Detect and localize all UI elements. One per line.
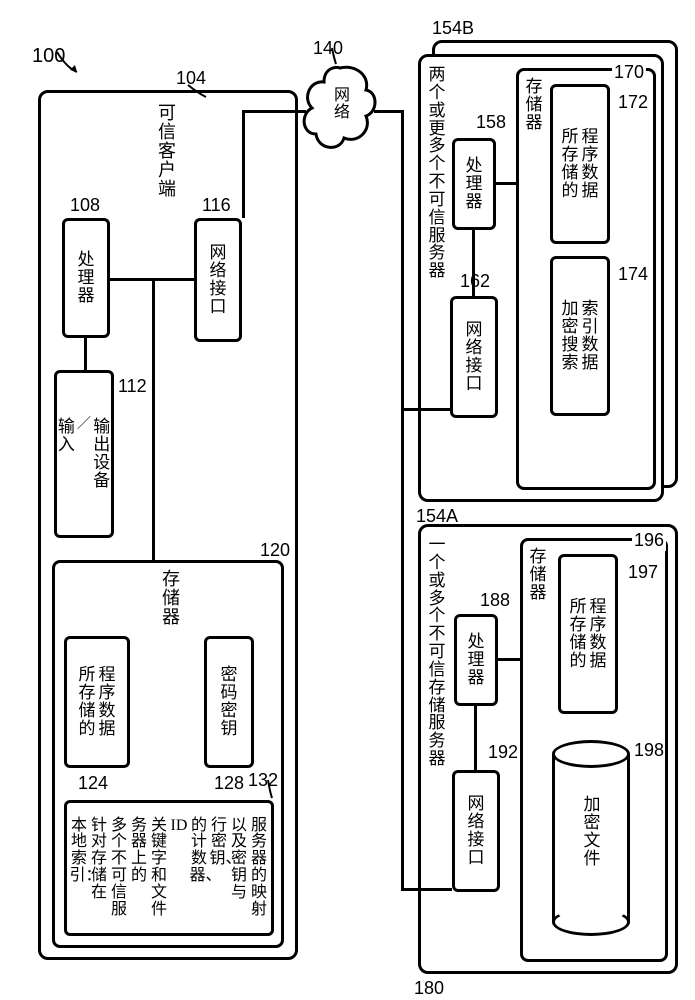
line-cloud-client-h — [242, 110, 306, 113]
serverA-processor-box: 处理器 — [452, 138, 496, 230]
line-sa-netif-cloud — [401, 408, 450, 411]
serverB-storage-title: 存储器 — [528, 548, 548, 602]
client-processor-num: 108 — [70, 195, 100, 216]
client-io-label-col2: 输出设备 — [92, 418, 111, 489]
line-sb-proc-storage — [498, 658, 520, 661]
serverA-encindex-c1: 加密搜索 — [560, 300, 580, 371]
serverA-netif-label: 网络接口 — [464, 321, 484, 392]
index-leader-icon — [258, 778, 278, 802]
client-key-num: 128 — [214, 773, 244, 794]
line-cloud-servers-h — [374, 110, 404, 113]
serverA-storage-num: 170 — [612, 62, 646, 83]
client-io-box: 输入 ／ 输出设备 — [54, 370, 114, 538]
serverA-storage-title: 存储器 — [524, 78, 544, 132]
serverB-netif-label: 网络接口 — [466, 795, 486, 866]
serverA-netif-num: 162 — [460, 271, 490, 292]
serverB-encfile-num: 198 — [634, 740, 664, 761]
serverB-progdata-c2: 程序数据 — [588, 598, 608, 669]
serverB-processor-num: 188 — [480, 590, 510, 611]
line-cloud-client-v — [242, 110, 245, 218]
client-progdata-col1: 所存储的 — [77, 666, 97, 737]
serverA-encindex-box: 加密搜索 索引数据 — [550, 256, 610, 416]
serverA-encindex-num: 174 — [618, 264, 648, 285]
serverB-encfile-label: 加密文件 — [582, 796, 602, 867]
line-proc-io — [84, 338, 87, 370]
serverB-progdata-c1: 所存储的 — [568, 598, 588, 669]
serverA-progdata-num: 172 — [618, 92, 648, 113]
serverB-encfile-top — [552, 740, 630, 768]
client-key-label: 密码密钥 — [219, 666, 239, 737]
client-processor-label: 处理器 — [76, 251, 96, 305]
serverB-netif-box: 网络接口 — [452, 770, 500, 892]
serverA-encindex-c2: 索引数据 — [580, 300, 600, 371]
client-io-slash: ／ — [76, 418, 93, 489]
serverB-progdata-box: 所存储的 程序数据 — [558, 554, 618, 714]
client-netif-num: 116 — [202, 195, 231, 216]
diagram-canvas: 100 104 可信客户端 处理器 108 输入 ／ 输出设备 112 网络接口… — [0, 0, 695, 1000]
client-io-num: 112 — [118, 376, 147, 397]
line-sa-proc-storage — [496, 182, 516, 185]
serverB-processor-label: 处理器 — [466, 633, 486, 687]
serverA-progdata-box: 所存储的 程序数据 — [550, 84, 610, 244]
network-label: 网络 — [332, 88, 352, 122]
line-cloud-servers-v — [401, 110, 404, 890]
client-key-box: 密码密钥 — [204, 636, 254, 768]
client-processor-box: 处理器 — [62, 218, 110, 338]
serverB-title: 一个或多个不可信存储服务器 — [426, 536, 448, 768]
serverB-num: 180 — [414, 978, 444, 999]
line-sb-netif-cloud — [401, 888, 452, 891]
serverA-progdata-c1: 所存储的 — [560, 128, 580, 199]
serverB-encfile-bot — [552, 908, 630, 936]
client-storage-num: 120 — [260, 540, 290, 561]
client-progdata-col2: 程序数据 — [97, 666, 117, 737]
figure-pointer-icon — [55, 50, 85, 80]
serverA-title: 两个或更多个不可信服务器 — [426, 66, 448, 280]
serverA-processor-num: 158 — [476, 112, 506, 133]
client-index-text: 本地索引： 针对存储在 多个不可信服 务器上的 关键字和文件 ID 的计数器、 … — [70, 818, 269, 919]
line-proc-storage — [152, 278, 155, 560]
serverB-processor-box: 处理器 — [454, 614, 498, 706]
serverA-progdata-c2: 程序数据 — [580, 128, 600, 199]
client-storage-title: 存储器 — [160, 570, 182, 627]
client-netif-box: 网络接口 — [194, 218, 242, 342]
serverA-netif-box: 网络接口 — [450, 296, 498, 418]
client-index-box: 本地索引： 针对存储在 多个不可信服 务器上的 关键字和文件 ID 的计数器、 … — [64, 800, 274, 936]
client-progdata-num: 124 — [78, 773, 108, 794]
client-progdata-box: 所存储的 程序数据 — [64, 636, 130, 768]
client-leader-icon — [186, 75, 216, 100]
network-leader-icon — [322, 46, 342, 66]
client-netif-label: 网络接口 — [208, 244, 228, 315]
serverB-netif-num: 192 — [488, 742, 518, 763]
serverA-processor-label: 处理器 — [464, 157, 484, 211]
line-sa-proc-netif — [472, 230, 475, 296]
serverB-progdata-num: 197 — [628, 562, 658, 583]
serverA-numB: 154B — [432, 18, 474, 39]
serverB-storage-num: 196 — [632, 530, 666, 551]
client-io-label-col1: 输入 — [57, 418, 76, 489]
line-sb-proc-netif — [474, 706, 477, 770]
client-title: 可信客户端 — [156, 104, 178, 198]
